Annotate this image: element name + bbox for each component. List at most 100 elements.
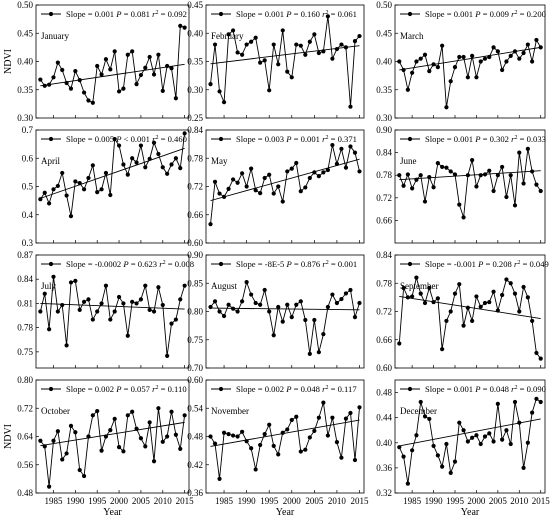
data-point	[112, 309, 117, 314]
data-point	[267, 422, 272, 427]
data-point	[38, 438, 43, 443]
data-point	[285, 427, 290, 432]
data-point	[226, 186, 231, 191]
series-line	[398, 38, 542, 108]
y-tick-label: 0.80	[17, 375, 33, 385]
data-point	[165, 353, 170, 358]
data-point	[414, 433, 419, 438]
data-point	[491, 188, 496, 194]
data-point	[405, 87, 410, 92]
data-point	[530, 169, 535, 174]
data-point	[465, 439, 470, 444]
data-point	[244, 280, 249, 285]
data-point	[73, 278, 78, 283]
data-point	[55, 60, 60, 65]
data-point	[208, 82, 213, 87]
data-point	[289, 417, 294, 423]
legend-marker-sample	[48, 261, 54, 267]
data-point	[151, 309, 157, 314]
data-point	[422, 199, 428, 204]
data-point	[521, 284, 526, 290]
legend-stats: Slope = -0.0002 P = 0.623 r2 = 0.008	[66, 259, 194, 269]
data-point	[108, 428, 113, 433]
data-point	[249, 292, 254, 297]
data-point	[60, 170, 65, 176]
data-point	[173, 317, 178, 322]
month-label: May	[211, 156, 228, 166]
month-label: October	[41, 406, 70, 416]
data-point	[357, 33, 362, 39]
data-point	[165, 63, 170, 69]
data-point	[444, 165, 449, 170]
data-point	[435, 296, 440, 301]
y-tick-label: 0.64	[17, 432, 33, 442]
series-line	[398, 277, 542, 359]
data-point	[452, 172, 458, 177]
series-line	[39, 276, 186, 356]
panel-november: 0.36 0.42 0.48 0.54 0.60 1985 1990 1995 2000 2005…	[187, 375, 369, 506]
y-tick-label: 0.30	[376, 113, 392, 123]
data-point	[86, 297, 91, 302]
y-tick-label: 0.40	[17, 57, 33, 67]
data-point	[160, 302, 165, 308]
data-point	[348, 104, 353, 109]
data-point	[321, 332, 326, 337]
data-point	[435, 65, 440, 70]
data-point	[240, 171, 245, 176]
data-point	[112, 49, 117, 54]
month-label: January	[41, 31, 69, 41]
month-label: December	[400, 406, 437, 416]
data-point	[51, 274, 56, 279]
data-point	[235, 434, 240, 439]
data-point	[325, 433, 330, 438]
data-point	[173, 156, 178, 161]
data-point	[55, 309, 60, 314]
legend-marker-sample	[218, 261, 224, 267]
data-point	[431, 299, 436, 305]
data-point	[321, 400, 326, 405]
month-label: March	[400, 31, 424, 41]
data-point	[312, 317, 317, 323]
month-label: June	[400, 156, 417, 166]
data-point	[103, 57, 109, 62]
data-point	[51, 75, 56, 80]
y-tick-label: 0.72	[376, 307, 392, 317]
data-point	[440, 347, 445, 352]
data-point	[401, 454, 406, 459]
data-point	[538, 399, 543, 405]
data-point	[42, 83, 47, 88]
y-tick-label: 0.45	[187, 0, 203, 10]
data-point	[495, 49, 500, 54]
y-tick-label: 0.5	[22, 182, 34, 192]
month-label: August	[211, 281, 238, 291]
y-tick-label: 0.40	[187, 28, 203, 38]
legend-stats: Slope = 0.003 P = 0.001 r2 = 0.371	[236, 134, 357, 144]
data-point	[147, 54, 152, 60]
data-point	[289, 315, 294, 320]
data-point	[230, 177, 236, 182]
data-point	[474, 184, 479, 189]
series-line	[210, 402, 360, 479]
data-point	[352, 150, 358, 155]
data-point	[143, 283, 148, 288]
data-point	[478, 59, 483, 64]
data-point	[312, 170, 317, 175]
data-point	[99, 448, 104, 453]
month-label: November	[211, 406, 249, 416]
data-point	[38, 309, 43, 314]
panel-august: 0.70 0.75 0.80 0.85 0.90 Slope = -8E-5 P = 0.…	[187, 250, 365, 373]
data-point	[51, 187, 56, 192]
y-tick-label: 0.35	[187, 57, 203, 67]
data-point	[334, 46, 340, 52]
data-point	[465, 305, 470, 310]
data-point	[343, 45, 349, 50]
data-point	[178, 166, 183, 171]
data-point	[418, 291, 423, 296]
y-tick-label: 0.84	[187, 125, 203, 135]
data-point	[294, 160, 299, 166]
data-point	[530, 59, 535, 64]
data-point	[401, 183, 406, 188]
data-point	[500, 437, 505, 442]
data-point	[212, 441, 218, 446]
y-tick-label: 0.85	[187, 278, 203, 288]
